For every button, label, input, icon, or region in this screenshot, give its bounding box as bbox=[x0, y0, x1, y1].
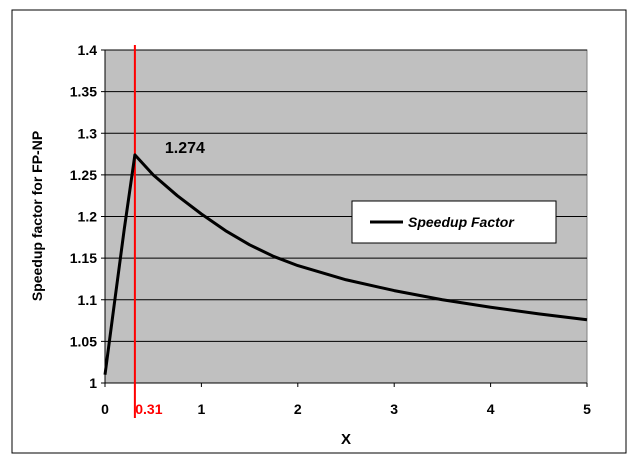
vertical-marker-label: 0.31 bbox=[135, 401, 162, 417]
x-axis-label: X bbox=[341, 431, 351, 448]
x-tick-label: 4 bbox=[487, 401, 495, 417]
y-tick-label: 1.15 bbox=[70, 250, 97, 266]
y-tick-label: 1.05 bbox=[70, 333, 97, 349]
y-axis-label: Speedup factor for FP-NP bbox=[29, 131, 45, 301]
y-tick-label: 1.1 bbox=[78, 292, 98, 308]
y-tick-label: 1.3 bbox=[78, 125, 98, 141]
y-tick-label: 1 bbox=[89, 375, 97, 391]
legend: Speedup Factor bbox=[351, 200, 557, 244]
x-tick-label: 5 bbox=[583, 401, 591, 417]
x-axis-ticks: 0 1 2 3 4 5 bbox=[101, 383, 591, 417]
x-tick-label: 0 bbox=[101, 401, 109, 417]
x-tick-label: 1 bbox=[198, 401, 206, 417]
y-tick-label: 1.35 bbox=[70, 84, 97, 100]
y-axis-ticks: 1 1.05 1.1 1.15 1.2 1.25 1.3 1.35 1.4 bbox=[70, 42, 105, 391]
y-tick-label: 1.2 bbox=[78, 209, 98, 225]
legend-series-label: Speedup Factor bbox=[408, 214, 515, 230]
y-tick-label: 1.25 bbox=[70, 167, 97, 183]
series-group bbox=[103, 153, 588, 375]
series-line-speedup-factor bbox=[103, 153, 588, 375]
x-tick-label: 3 bbox=[390, 401, 398, 417]
peak-value-label: 1.274 bbox=[165, 140, 205, 157]
y-tick-label: 1.4 bbox=[78, 42, 98, 58]
x-tick-label: 2 bbox=[294, 401, 302, 417]
